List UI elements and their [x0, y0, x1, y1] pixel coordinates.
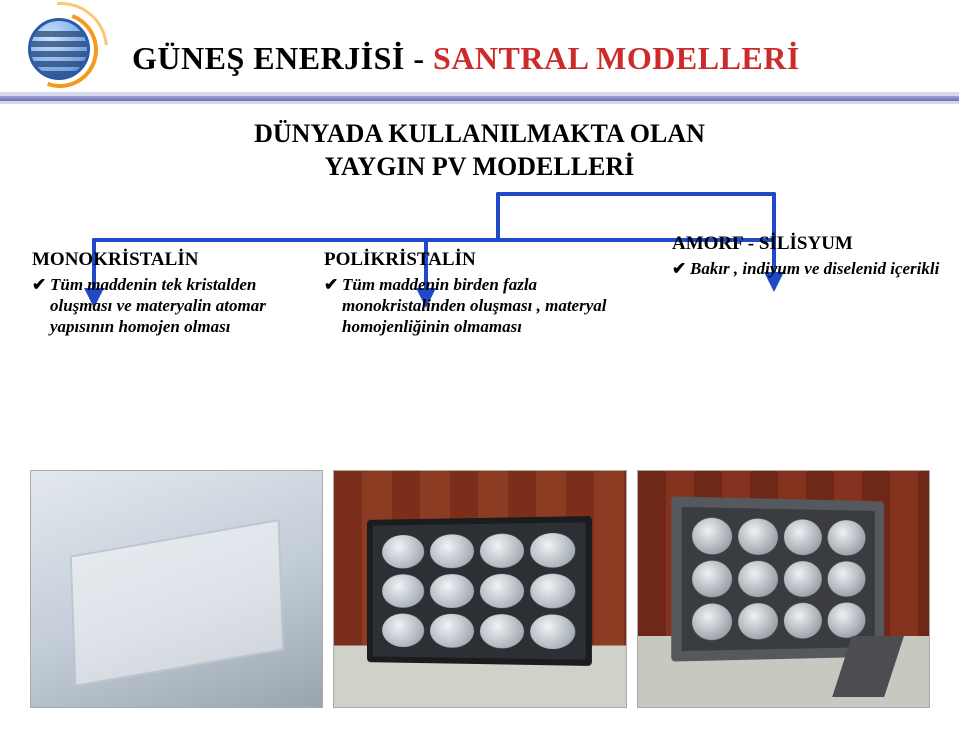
- column-bullet: Tüm maddenin tek kristalden oluşması ve …: [32, 274, 267, 338]
- column-heading: POLİKRİSTALİN: [324, 248, 609, 272]
- brand-logo: [0, 8, 130, 98]
- column-bullet: Tüm maddenin birden fazla monokristalind…: [324, 274, 609, 338]
- title-divider: [0, 92, 959, 106]
- column-heading: AMORF - SİLİSYUM: [672, 232, 942, 256]
- title-part-2: SANTRAL MODELLERİ: [433, 40, 800, 76]
- photo-row: [30, 470, 930, 708]
- column-polikristalin: POLİKRİSTALİN Tüm maddenin birden fazla …: [324, 248, 609, 338]
- column-amorf-silisyum: AMORF - SİLİSYUM Bakır , indiyum ve dise…: [672, 232, 942, 279]
- page-title: GÜNEŞ ENERJİSİ - SANTRAL MODELLERİ: [132, 40, 800, 77]
- column-bullet: Bakır , indiyum ve diselenid içerikli: [672, 258, 942, 279]
- photo-monokristalin: [30, 470, 323, 708]
- photo-amorf-silisyum: [637, 470, 930, 708]
- title-part-1: GÜNEŞ ENERJİSİ -: [132, 40, 433, 76]
- photo-polikristalin: [333, 470, 626, 708]
- column-monokristalin: MONOKRİSTALİN Tüm maddenin tek kristalde…: [32, 248, 267, 338]
- column-heading: MONOKRİSTALİN: [32, 248, 267, 272]
